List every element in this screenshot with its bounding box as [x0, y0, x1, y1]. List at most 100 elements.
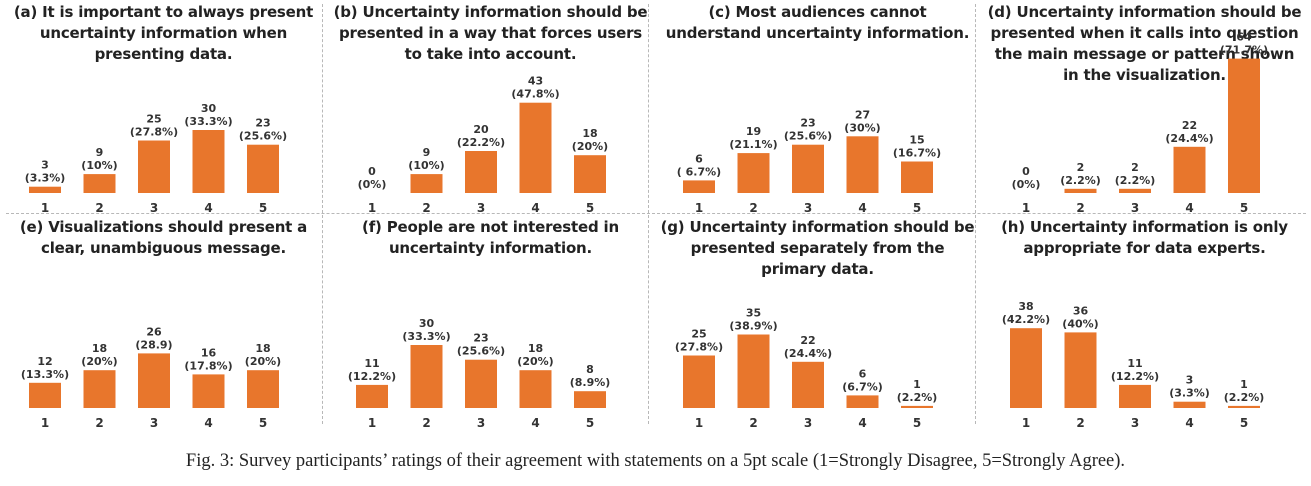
x-tick-label: 4	[531, 201, 539, 215]
x-tick-label: 1	[695, 416, 703, 430]
bar-count-label: 22	[1182, 119, 1197, 132]
bar-count-label: 19	[746, 125, 761, 138]
bar-percent-label: (38.9%)	[729, 320, 777, 333]
x-tick-label: 3	[477, 201, 485, 215]
bar-percent-label: (10%)	[81, 159, 117, 172]
x-tick-label: 3	[804, 201, 812, 215]
bar	[574, 391, 606, 408]
chart-title: (h) Uncertainty information is only appr…	[1001, 218, 1288, 257]
x-tick-label: 1	[695, 201, 703, 215]
bar-count-label: 43	[528, 75, 543, 88]
bar	[792, 361, 824, 408]
chart-panel: (c) Most audiences cannot understand unc…	[654, 0, 981, 215]
bar-count-label: 3	[1186, 374, 1194, 387]
bar-percent-label: (27.8%)	[130, 126, 178, 139]
bar	[519, 370, 552, 408]
bar	[1064, 188, 1097, 193]
bar	[901, 161, 933, 193]
x-tick-label: 3	[150, 201, 158, 215]
bar	[792, 144, 824, 193]
bar	[1173, 146, 1206, 193]
bar-percent-label: (0%)	[1012, 178, 1041, 191]
bar-percent-label: (2.2%)	[1115, 174, 1156, 187]
bar-percent-label: (6.7%)	[842, 380, 883, 393]
bar	[247, 144, 279, 193]
figure-grid: (a) It is important to always present un…	[0, 0, 1306, 430]
bar-count-label: 18	[255, 342, 270, 355]
bar	[846, 136, 879, 193]
panel-divider	[975, 4, 976, 424]
bar-percent-label: (0%)	[358, 178, 387, 191]
x-tick-label: 5	[913, 416, 921, 430]
bar-percent-label: (3.3%)	[1169, 387, 1210, 400]
bar-count-label: 22	[800, 334, 815, 347]
bar-count-label: 16	[201, 346, 217, 359]
bar-count-label: 25	[691, 328, 706, 341]
bar	[356, 384, 388, 408]
chart-panel: (a) It is important to always present un…	[0, 0, 327, 215]
bar	[83, 370, 116, 408]
bar-percent-label: (25.6%)	[239, 130, 287, 143]
bar	[138, 140, 170, 193]
bar-count-label: 6	[859, 367, 867, 380]
bar-percent-label: (24.4%)	[784, 347, 832, 360]
x-tick-label: 2	[422, 201, 430, 215]
bar-percent-label: (47.8%)	[511, 88, 559, 101]
x-tick-label: 5	[259, 201, 267, 215]
bar-percent-label: (24.4%)	[1165, 132, 1213, 145]
bar-count-label: 6	[695, 152, 703, 165]
bar	[138, 353, 170, 408]
x-tick-label: 5	[586, 416, 594, 430]
x-tick-label: 1	[41, 416, 49, 430]
bar-percent-label: (25.6%)	[784, 130, 832, 143]
bar-count-label: 1	[1240, 378, 1248, 391]
bar-chart: (13.3%)121(20%)182(28.9)263(17.8%)164(20…	[21, 325, 281, 430]
chart-title: (c) Most audiences cannot understand unc…	[665, 3, 970, 42]
chart-title: (f) People are not interested in uncerta…	[362, 218, 619, 257]
panel-divider	[322, 4, 323, 424]
panel-divider	[648, 4, 649, 424]
x-tick-label: 1	[368, 416, 376, 430]
bar-chart: (12.2%)111(33.3%)302(25.6%)233(20%)184(8…	[348, 317, 611, 430]
row-divider	[6, 213, 1306, 214]
bar	[1010, 328, 1042, 408]
chart-title: (b) Uncertainty information should be pr…	[333, 3, 648, 63]
bar	[901, 405, 933, 408]
bar-percent-label: (40%)	[1062, 317, 1098, 330]
bar	[1064, 332, 1097, 408]
bar-chart: (0%)0 1 (10%)9 2 (22.2%)20 3 (47.8%)43 4 (20%)18…	[358, 75, 609, 215]
bar-count-label: 3	[41, 159, 49, 172]
chart-panel: (g) Uncertainty information should be pr…	[654, 215, 981, 430]
chart-panel: (f) People are not interested in uncerta…	[327, 215, 654, 430]
bar-count-label: 23	[255, 117, 270, 130]
bar-percent-label: (12.2%)	[348, 370, 396, 383]
x-tick-label: 4	[1185, 201, 1193, 215]
bar	[29, 186, 61, 193]
x-tick-label: 1	[368, 201, 376, 215]
chart-title: (a) It is important to always present un…	[13, 3, 314, 63]
bar-percent-label: (17.8%)	[184, 359, 232, 372]
bar-percent-label: (30%)	[844, 121, 880, 134]
bar-chart: (42.2%)381(40%)362(12.2%)113(3.3%)34(2.2…	[1002, 300, 1264, 430]
bar-percent-label: (2.2%)	[1060, 174, 1101, 187]
bar-count-label: 0	[1022, 165, 1030, 178]
x-tick-label: 2	[95, 416, 103, 430]
bar-count-label: 11	[1127, 357, 1142, 370]
bar-count-label: 30	[201, 102, 217, 115]
x-tick-label: 5	[913, 201, 921, 215]
bar-percent-label: (8.9%)	[570, 376, 611, 389]
x-tick-label: 2	[95, 201, 103, 215]
bar-percent-label: (33.3%)	[402, 330, 450, 343]
bar-percent-label: ( 6.7%)	[677, 165, 721, 178]
bar-count-label: 25	[146, 113, 161, 126]
bar-percent-label: (27.8%)	[675, 341, 723, 354]
bar-percent-label: (10%)	[408, 159, 444, 172]
x-tick-label: 4	[858, 416, 866, 430]
bar-percent-label: (22.2%)	[457, 136, 505, 149]
bar-percent-label: (2.2%)	[897, 391, 938, 404]
bar	[465, 359, 497, 408]
x-tick-label: 2	[422, 416, 430, 430]
bar	[574, 155, 606, 193]
x-tick-label: 5	[259, 416, 267, 430]
x-tick-label: 2	[1076, 416, 1084, 430]
